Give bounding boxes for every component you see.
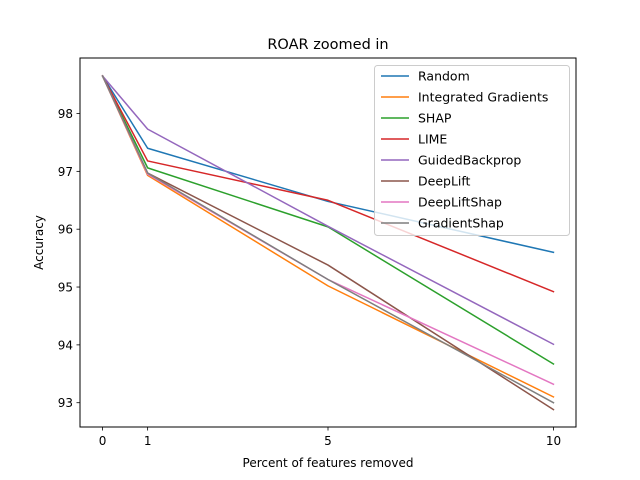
legend-label: DeepLiftShap: [418, 195, 502, 210]
legend-label: GradientShap: [418, 216, 504, 231]
x-tick-label: 0: [99, 434, 107, 448]
y-tick-label: 95: [58, 281, 73, 295]
legend-label: GuidedBackprop: [418, 153, 521, 168]
y-tick-label: 93: [58, 396, 73, 410]
legend-label: Random: [418, 69, 470, 84]
legend: Random Integrated Gradients SHAP LIME Guided…: [374, 65, 570, 236]
series-line-3: [101, 74, 555, 293]
legend-label: LIME: [418, 132, 447, 147]
series-line-4: [101, 74, 555, 346]
series-line-2: [101, 74, 555, 365]
y-tick-label: 94: [58, 338, 73, 352]
chart-title: ROAR zoomed in: [267, 37, 388, 53]
plot-lines: [101, 74, 555, 411]
y-tick-label: 96: [58, 223, 73, 237]
y-axis-label: Accuracy: [32, 215, 46, 270]
series-line-7: [101, 74, 555, 404]
y-axis-ticks: 93 94 95 96 97 98: [58, 107, 80, 410]
legend-label: SHAP: [418, 111, 452, 126]
x-axis-ticks: 0 1 5 10: [99, 427, 561, 448]
x-tick-label: 10: [546, 434, 561, 448]
legend-box: [374, 65, 570, 236]
legend-label: Integrated Gradients: [418, 90, 548, 105]
x-tick-label: 1: [144, 434, 152, 448]
y-tick-label: 97: [58, 165, 73, 179]
x-tick-label: 5: [324, 434, 332, 448]
legend-label: DeepLift: [418, 174, 471, 189]
x-axis-label: Percent of features removed: [243, 456, 414, 470]
y-tick-label: 98: [58, 107, 73, 121]
